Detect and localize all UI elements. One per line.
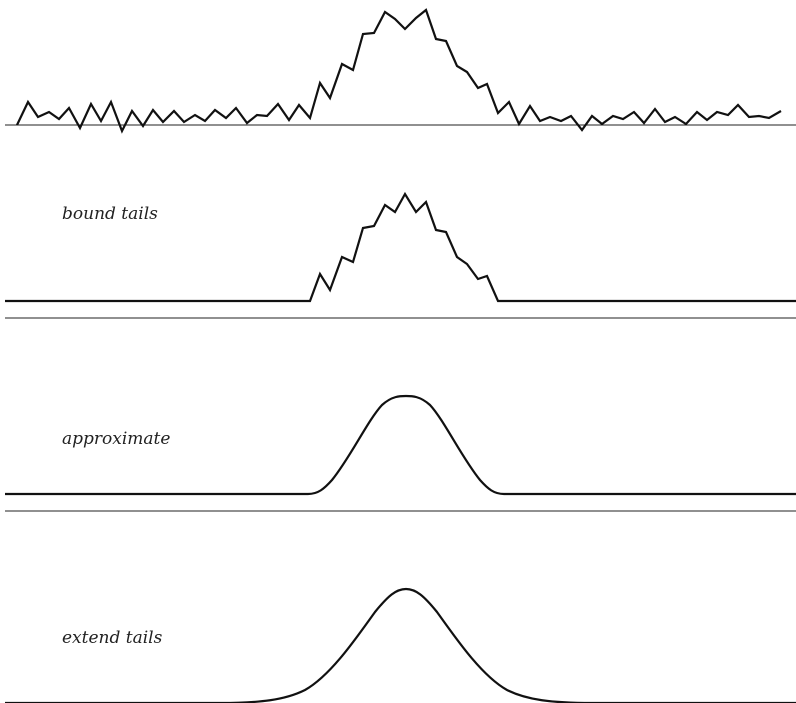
panel-extend-tails: extend tails <box>5 587 796 703</box>
bound-tails-curve <box>5 191 796 303</box>
panel-approximate: approximate <box>5 394 796 512</box>
noisy-signal-curve <box>16 8 782 134</box>
approximate-label: approximate <box>62 429 170 449</box>
extend-tails-curve <box>5 587 796 703</box>
panel-noisy-signal <box>5 8 796 134</box>
panel-bound-tails: bound tails <box>5 191 796 319</box>
bound-tails-label: bound tails <box>62 204 158 224</box>
approximate-curve <box>5 394 796 496</box>
extend-tails-label: extend tails <box>62 628 163 648</box>
